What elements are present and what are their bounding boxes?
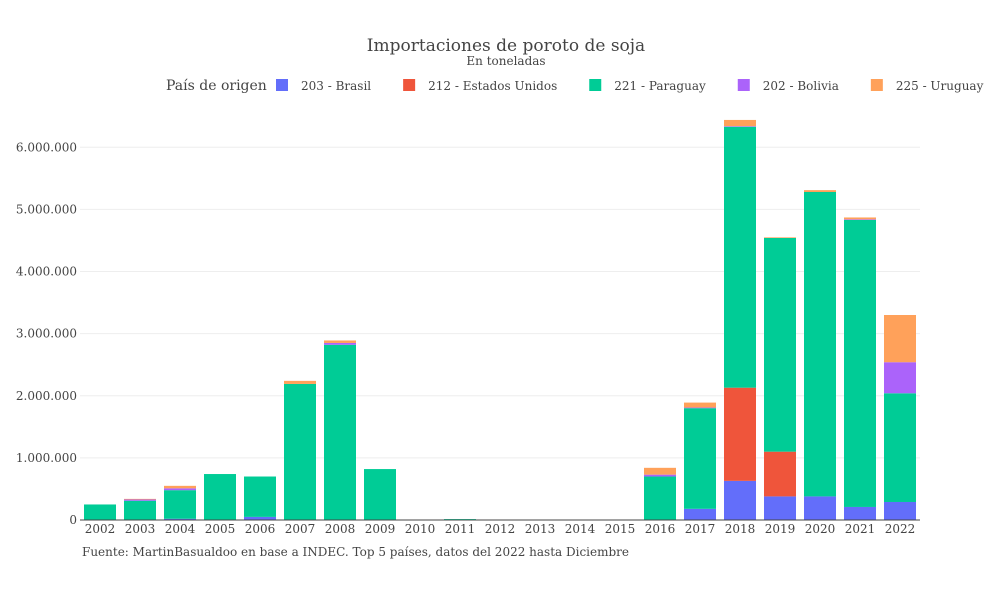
y-tick-label: 0 bbox=[69, 513, 77, 527]
legend-swatch[interactable] bbox=[737, 79, 750, 91]
legend-title: País de origen bbox=[166, 78, 267, 94]
bar-segment bbox=[804, 192, 836, 497]
bar-segment bbox=[124, 500, 156, 520]
bar-segment bbox=[844, 217, 876, 220]
bars bbox=[84, 119, 916, 521]
bar-segment bbox=[164, 488, 196, 491]
bar-segment bbox=[764, 496, 796, 520]
bar-segment bbox=[884, 315, 916, 363]
y-tick-label: 1.000.000 bbox=[16, 451, 77, 465]
legend-swatch[interactable] bbox=[276, 79, 288, 91]
bar-segment bbox=[644, 467, 676, 475]
bar-segment bbox=[244, 516, 276, 520]
bar-segment bbox=[764, 237, 796, 452]
bar-segment bbox=[844, 219, 876, 507]
bar-segment bbox=[884, 393, 916, 502]
bar-segment bbox=[884, 501, 916, 520]
bar-segment bbox=[84, 504, 116, 520]
legend-label[interactable]: 225 - Uruguay bbox=[896, 79, 984, 93]
chart-subtitle: En toneladas bbox=[466, 54, 545, 68]
bar-segment bbox=[724, 119, 756, 127]
x-tick-label: 2005 bbox=[205, 522, 236, 536]
x-tick-label: 2019 bbox=[765, 522, 796, 536]
x-tick-label: 2002 bbox=[85, 522, 116, 536]
bar-segment bbox=[884, 362, 916, 394]
legend-label[interactable]: 202 - Bolivia bbox=[763, 79, 839, 93]
x-tick-label: 2010 bbox=[405, 522, 436, 536]
x-tick-label: 2004 bbox=[165, 522, 196, 536]
x-tick-label: 2020 bbox=[805, 522, 836, 536]
bar-segment bbox=[724, 126, 756, 127]
bar-segment bbox=[124, 498, 156, 500]
y-tick-label: 6.000.000 bbox=[16, 140, 77, 154]
bar-segment bbox=[244, 476, 276, 517]
y-tick-label: 4.000.000 bbox=[16, 265, 77, 279]
bar-segment bbox=[684, 508, 716, 520]
x-tick-label: 2018 bbox=[725, 522, 756, 536]
x-tick-label: 2006 bbox=[245, 522, 276, 536]
x-tick-label: 2003 bbox=[125, 522, 156, 536]
legend-label[interactable]: 203 - Brasil bbox=[301, 79, 371, 93]
bar-segment bbox=[764, 237, 796, 238]
bar-segment bbox=[644, 474, 676, 477]
bar-segment bbox=[684, 402, 716, 408]
axes: 0 1.000.000 2.000.000 3.000.000 4.000.000 5.0… bbox=[16, 140, 920, 536]
x-tick-label: 2009 bbox=[365, 522, 396, 536]
legend-swatch[interactable] bbox=[870, 79, 883, 91]
bar-segment bbox=[724, 480, 756, 520]
x-tick-label: 2021 bbox=[845, 522, 876, 536]
bar-segment bbox=[164, 485, 196, 489]
bar-segment bbox=[324, 344, 356, 520]
legend-swatch[interactable] bbox=[589, 79, 602, 91]
bar-segment bbox=[804, 190, 836, 192]
bar-segment bbox=[764, 451, 796, 497]
chart-title: Importaciones de poroto de soja bbox=[367, 36, 645, 56]
x-tick-label: 2016 bbox=[645, 522, 676, 536]
x-tick-label: 2007 bbox=[285, 522, 316, 536]
y-tick-label: 3.000.000 bbox=[16, 327, 77, 341]
legend-label[interactable]: 221 - Paraguay bbox=[614, 79, 706, 93]
bar-segment bbox=[164, 490, 196, 519]
bar-segment bbox=[204, 474, 236, 520]
legend[interactable]: 203 - Brasil 212 - Estados Unidos 221 - Pa… bbox=[276, 79, 984, 93]
source-note: Fuente: MartinBasualdoo en base a INDEC.… bbox=[82, 545, 629, 559]
y-tick-label: 2.000.000 bbox=[16, 389, 77, 403]
x-tick-label: 2022 bbox=[885, 522, 916, 536]
bar-segment bbox=[284, 380, 316, 384]
bar-segment bbox=[724, 387, 756, 481]
bar-segment bbox=[724, 126, 756, 388]
x-tick-label: 2015 bbox=[605, 522, 636, 536]
bar-segment bbox=[124, 499, 156, 501]
bar-segment bbox=[324, 340, 356, 343]
bar-segment bbox=[844, 219, 876, 220]
legend-label[interactable]: 212 - Estados Unidos bbox=[428, 79, 557, 93]
x-tick-label: 2008 bbox=[325, 522, 356, 536]
bar-segment bbox=[364, 469, 396, 520]
bar-segment bbox=[324, 342, 356, 345]
x-tick-label: 2014 bbox=[565, 522, 596, 536]
x-tick-label: 2011 bbox=[445, 522, 476, 536]
x-tick-label: 2012 bbox=[485, 522, 516, 536]
x-tick-label: 2013 bbox=[525, 522, 556, 536]
bar-segment bbox=[844, 506, 876, 520]
bar-segment bbox=[644, 476, 676, 520]
bar-segment bbox=[684, 407, 716, 409]
bar-segment bbox=[684, 408, 716, 509]
bar-segment bbox=[284, 383, 316, 520]
bar-segment bbox=[804, 496, 836, 520]
y-tick-label: 5.000.000 bbox=[16, 202, 77, 216]
bar-segment bbox=[164, 518, 196, 520]
x-tick-label: 2017 bbox=[685, 522, 716, 536]
legend-swatch[interactable] bbox=[403, 79, 416, 91]
